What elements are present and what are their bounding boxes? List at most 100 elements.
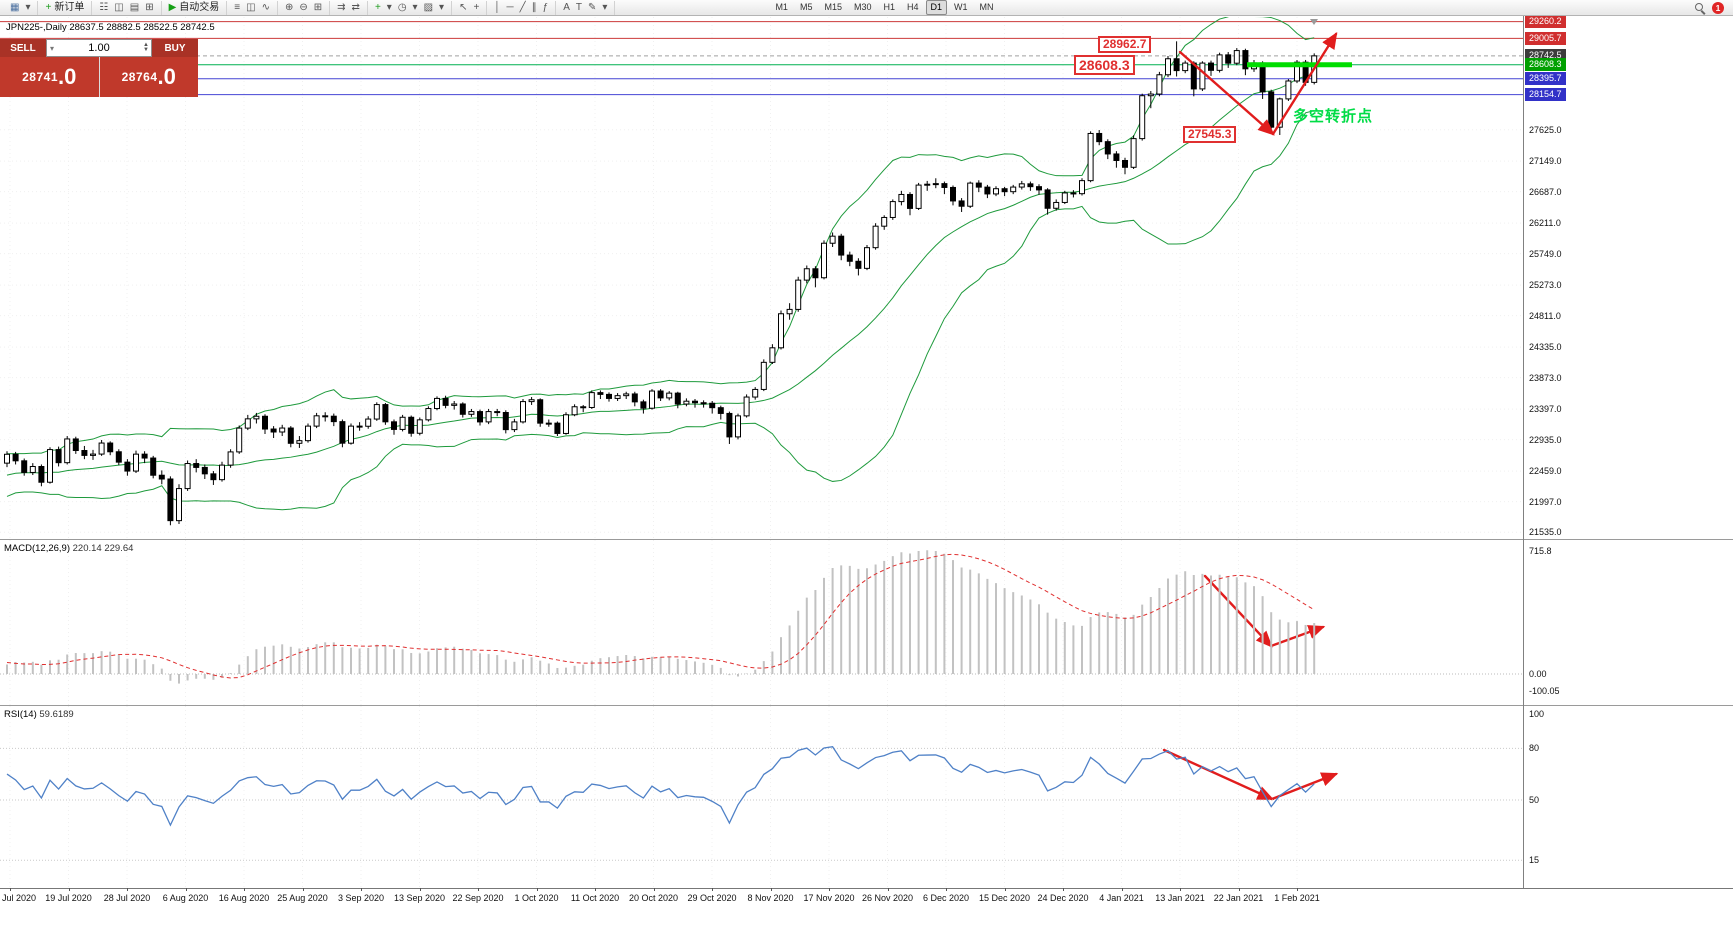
time-tick <box>10 888 11 891</box>
turning-point-note[interactable]: 多空转折点 <box>1293 108 1374 125</box>
periodicity-icon: ◷ <box>397 2 407 13</box>
timeframe-d1-button[interactable]: D1 <box>925 0 948 15</box>
price-axis[interactable]: 27625.0 27149.0 26687.0 26211.0 25749.0 25273… <box>1523 15 1733 888</box>
candlestick-chart-icon[interactable]: ◫ <box>244 1 257 14</box>
time-tick-label: 1 Oct 2020 <box>514 893 559 903</box>
new-order-button[interactable]: + 新订单 <box>43 1 86 14</box>
auto-scroll-icon[interactable]: ⇉ <box>335 1 347 14</box>
time-tick-label: 17 Nov 2020 <box>803 893 855 903</box>
time-tick-label: 13 Jan 2021 <box>1155 893 1205 903</box>
template-icon: ▨ <box>423 2 434 13</box>
one-click-trading-panel: SELL ▾ 1.00 ▲ ▼ BUY 28741.0 28764.0 <box>0 39 198 97</box>
line-chart-icon[interactable]: ∿ <box>260 1 272 14</box>
time-tick <box>1121 888 1123 891</box>
vertical-line-icon[interactable]: │ <box>492 1 502 14</box>
chart-profiles-dropdown-icon[interactable]: ▾ <box>23 1 32 14</box>
time-tick <box>478 888 479 891</box>
rsi-tick-label: 15 <box>1529 855 1540 866</box>
timeframe-m1-button[interactable]: M1 <box>775 2 788 12</box>
text-label-icon[interactable]: T <box>574 1 584 14</box>
periodicity-dropdown-icon[interactable]: ▾ <box>411 1 420 14</box>
zoom-out-icon[interactable]: ⊖ <box>297 1 309 14</box>
price-annotation-box[interactable]: 28962.7 <box>1098 36 1152 53</box>
periodicity-icon[interactable]: ◷ <box>396 1 409 14</box>
indicators-dropdown-icon[interactable]: ▾ <box>385 1 394 14</box>
tile-windows-icon[interactable]: ⊞ <box>312 1 324 14</box>
volume-down-icon[interactable]: ▼ <box>143 47 149 53</box>
crosshair-icon[interactable]: + <box>471 1 481 14</box>
data-window-icon[interactable]: ◫ <box>112 1 125 14</box>
indicators-icon: + <box>374 2 381 13</box>
rsi-label: RSI(14) 59.6189 <box>4 709 74 720</box>
horizontal-line-icon[interactable]: ─ <box>505 1 516 14</box>
terminal-icon[interactable]: ⊞ <box>143 1 155 14</box>
rsi-panel[interactable] <box>0 706 1523 888</box>
periodicity-dropdown-icon: ▾ <box>412 2 418 13</box>
search-icon[interactable] <box>1695 2 1705 13</box>
price-tick-label: 27149.0 <box>1529 156 1562 167</box>
template-icon[interactable]: ▨ <box>422 1 435 14</box>
volume-input[interactable]: ▾ 1.00 ▲ ▼ <box>46 39 152 57</box>
bar-chart-icon[interactable]: ≡ <box>232 1 242 14</box>
time-tick-label: 6 Dec 2020 <box>922 893 970 903</box>
timeframe-h4-button[interactable]: H4 <box>907 2 919 12</box>
market-watch-icon[interactable]: ☷ <box>97 1 110 14</box>
trendline-icon[interactable]: ╱ <box>518 1 528 14</box>
chart-shift-icon[interactable]: ⇄ <box>350 1 362 14</box>
sell-button[interactable]: SELL <box>0 39 46 57</box>
fibonacci-icon: ƒ <box>542 2 549 13</box>
price-annotation-box[interactable]: 28608.3 <box>1074 55 1135 75</box>
timeframe-m30-button[interactable]: M30 <box>853 2 872 12</box>
macd-tick-label: 0.00 <box>1529 669 1547 679</box>
volume-up-icon[interactable]: ▲ <box>143 42 149 48</box>
price-chart-panel[interactable] <box>0 17 1523 540</box>
time-tick-label: 19 Jul 2020 <box>45 893 92 903</box>
zoom-in-icon[interactable]: ⊕ <box>283 1 295 14</box>
time-tick <box>185 888 187 891</box>
timeframe-mn-button[interactable]: MN <box>979 2 994 12</box>
draw-objects-dropdown-icon[interactable]: ▾ <box>600 1 609 14</box>
chart-area[interactable]: 27625.0 27149.0 26687.0 26211.0 25749.0 25273… <box>0 15 1733 942</box>
macd-panel[interactable] <box>0 540 1523 706</box>
volume-spinner[interactable]: ▲ ▼ <box>143 42 149 53</box>
new-chart-icon: ▦ <box>10 2 20 13</box>
new-order-icon: + <box>45 2 52 13</box>
macd-values: 220.14 229.64 <box>72 543 134 554</box>
fibonacci-icon[interactable]: ƒ <box>541 1 551 14</box>
buy-price[interactable]: 28764.0 <box>98 57 198 97</box>
time-tick <box>595 888 596 891</box>
channel-icon[interactable]: ∥ <box>530 1 539 14</box>
buy-button[interactable]: BUY <box>152 39 198 57</box>
timeframe-w1-button[interactable]: W1 <box>954 2 968 12</box>
indicators-icon[interactable]: + <box>373 1 383 14</box>
time-tick <box>1238 888 1240 891</box>
price-tick-label: 24335.0 <box>1529 342 1562 353</box>
template-dropdown-icon[interactable]: ▾ <box>437 1 446 14</box>
price-annotation-box[interactable]: 27545.3 <box>1183 126 1237 143</box>
bar-chart-icon: ≡ <box>234 2 241 13</box>
price-badge: 28154.7 <box>1525 88 1566 102</box>
timeframe-m15-button[interactable]: M15 <box>824 2 842 12</box>
sell-price[interactable]: 28741.0 <box>0 57 99 97</box>
panel-separator[interactable] <box>0 539 1733 540</box>
new-chart-icon[interactable]: ▦ <box>8 1 21 14</box>
cursor-icon[interactable]: ↖ <box>457 1 469 14</box>
time-tick-label: 15 Dec 2020 <box>978 893 1031 903</box>
indicators-dropdown-icon: ▾ <box>386 2 392 13</box>
trendline-icon: ╱ <box>519 2 526 13</box>
autotrade-button[interactable]: ▶ 自动交易 <box>167 1 222 14</box>
timeframe-h1-button[interactable]: H1 <box>883 2 896 12</box>
draw-objects-icon[interactable]: ✎ <box>586 1 598 14</box>
time-axis[interactable]: Jul 2020 19 Jul 2020 28 Jul 2020 6 Aug 2020… <box>0 888 1523 910</box>
chart-shift-icon: ⇄ <box>351 2 360 13</box>
rsi-tick-label: 100 <box>1529 709 1545 719</box>
zoom-in-icon: ⊕ <box>284 2 294 13</box>
panel-separator[interactable] <box>0 705 1733 706</box>
timeframe-m5-button[interactable]: M5 <box>799 2 813 12</box>
price-badge: 29260.2 <box>1525 15 1566 29</box>
navigator-icon[interactable]: ▤ <box>128 1 141 14</box>
text-icon[interactable]: A <box>561 1 572 14</box>
time-tick <box>302 888 304 891</box>
volume-dropdown-icon[interactable]: ▾ <box>50 43 55 53</box>
notification-badge[interactable]: 1 <box>1712 1 1724 14</box>
